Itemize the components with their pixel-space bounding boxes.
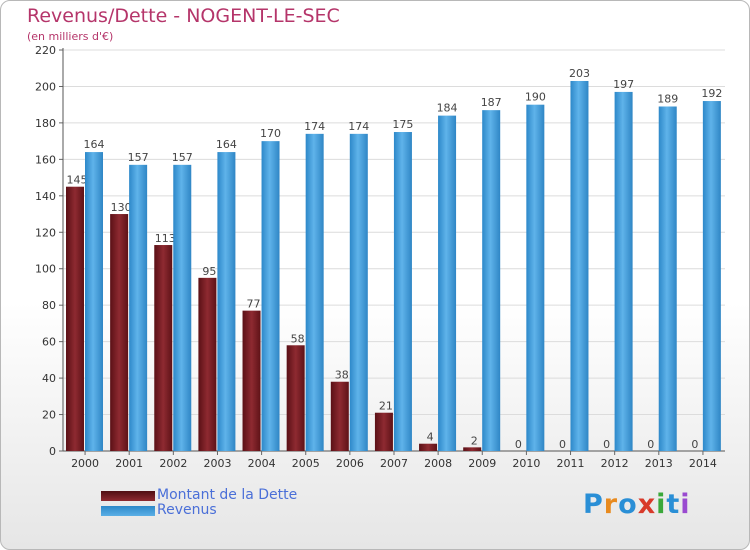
bar-debt	[374, 412, 393, 451]
chart-subtitle: (en milliers d'€)	[27, 30, 114, 43]
data-label-debt: 0	[647, 438, 654, 451]
bar-revenue	[173, 164, 192, 451]
data-label-revenue: 157	[172, 151, 193, 164]
data-label-debt: 58	[291, 332, 305, 345]
bar-revenue	[570, 80, 589, 452]
data-label-revenue: 174	[348, 120, 369, 133]
logo-letter: P	[583, 489, 604, 520]
bar-debt	[419, 443, 438, 451]
x-tick-label: 2012	[601, 457, 629, 470]
y-tick-label: 20	[42, 409, 56, 422]
chart-title: Revenus/Dette - NOGENT-LE-SEC	[27, 5, 340, 27]
bar-revenue	[349, 133, 368, 451]
bar-debt	[110, 214, 129, 451]
legend-swatch-debt	[101, 491, 155, 501]
bar-revenue	[614, 91, 633, 451]
bar-revenue	[702, 101, 721, 451]
data-label-debt: 145	[67, 174, 88, 187]
bar-debt	[198, 277, 217, 451]
x-tick-label: 2006	[336, 457, 364, 470]
data-label-revenue: 197	[613, 78, 634, 91]
x-tick-label: 2004	[248, 457, 276, 470]
logo-letter: i	[656, 489, 667, 520]
data-label-debt: 0	[691, 438, 698, 451]
data-label-revenue: 174	[304, 120, 325, 133]
data-label-revenue: 203	[569, 67, 590, 80]
data-label-debt: 2	[471, 434, 478, 447]
x-tick-label: 2013	[645, 457, 673, 470]
y-tick-label: 120	[35, 226, 56, 239]
y-tick-label: 140	[35, 190, 56, 203]
y-tick-label: 100	[35, 263, 56, 276]
data-label-debt: 0	[515, 438, 522, 451]
bar-revenue	[85, 152, 103, 451]
bar-debt	[330, 381, 349, 451]
y-tick-label: 60	[42, 336, 56, 349]
proxiti-logo: Proxiti	[583, 489, 691, 520]
bar-revenue	[217, 152, 236, 451]
y-tick-label: 160	[35, 153, 56, 166]
y-tick-label: 180	[35, 117, 56, 130]
bar-revenue	[129, 164, 148, 451]
data-label-debt: 38	[335, 369, 349, 382]
data-label-debt: 21	[379, 400, 393, 413]
y-tick-label: 200	[35, 80, 56, 93]
bar-revenue	[438, 115, 457, 452]
bar-debt	[154, 245, 173, 451]
logo-letter: o	[618, 489, 638, 520]
bar-revenue	[526, 104, 545, 451]
logo-letter: x	[637, 489, 657, 520]
x-tick-label: 2005	[292, 457, 320, 470]
x-tick-label: 2009	[468, 457, 496, 470]
data-label-revenue: 157	[128, 151, 149, 164]
data-label-debt: 130	[111, 201, 132, 214]
x-tick-label: 2001	[115, 457, 143, 470]
data-label-revenue: 184	[437, 102, 458, 115]
legend-label-debt: Montant de la Dette	[157, 487, 298, 503]
logo-letter: i	[680, 489, 691, 520]
data-label-revenue: 164	[216, 138, 237, 151]
bar-revenue	[393, 132, 412, 452]
data-label-revenue: 175	[392, 118, 413, 131]
y-tick-label: 40	[42, 372, 56, 385]
bar-debt	[242, 310, 261, 451]
x-tick-label: 2010	[512, 457, 540, 470]
data-label-revenue: 164	[84, 138, 105, 151]
x-tick-label: 2008	[424, 457, 452, 470]
data-label-revenue: 189	[657, 93, 678, 106]
data-label-debt: 95	[202, 265, 216, 278]
bar-revenue	[261, 141, 280, 452]
data-label-revenue: 190	[525, 91, 546, 104]
x-tick-label: 2007	[380, 457, 408, 470]
bar-debt	[66, 186, 84, 452]
data-label-debt: 0	[603, 438, 610, 451]
data-label-debt: 77	[247, 298, 261, 311]
x-tick-label: 2000	[71, 457, 99, 470]
bar-revenue	[305, 133, 324, 451]
x-tick-label: 2014	[689, 457, 717, 470]
x-tick-label: 2011	[557, 457, 585, 470]
bar-revenue	[658, 106, 677, 451]
bar-debt	[286, 345, 305, 451]
data-label-revenue: 192	[701, 87, 722, 100]
bar-revenue	[482, 110, 501, 452]
x-tick-label: 2003	[203, 457, 231, 470]
legend-label-revenue: Revenus	[157, 502, 217, 518]
y-tick-label: 80	[42, 299, 56, 312]
logo-letter: r	[603, 489, 619, 520]
x-tick-label: 2002	[159, 457, 187, 470]
data-label-debt: 4	[427, 431, 434, 444]
bar-debt	[463, 447, 482, 451]
data-label-revenue: 187	[481, 96, 502, 109]
data-label-debt: 0	[559, 438, 566, 451]
legend-swatch-revenue	[101, 506, 155, 516]
logo-letter: t	[666, 489, 681, 520]
y-tick-label: 0	[49, 445, 56, 458]
data-label-revenue: 170	[260, 127, 281, 140]
y-tick-label: 220	[35, 44, 56, 57]
data-label-debt: 113	[155, 232, 176, 245]
